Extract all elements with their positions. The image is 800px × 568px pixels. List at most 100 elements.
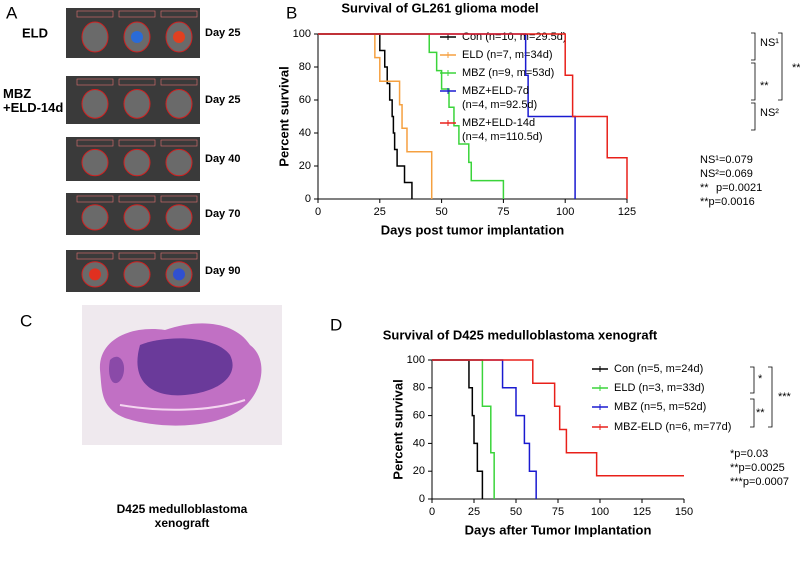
legend-label: MBZ (n=9, m=53d) <box>462 67 554 79</box>
roi-label <box>118 195 156 203</box>
annotation: **p=0.0025 <box>730 462 785 474</box>
legend-label: MBZ (n=5, m=52d) <box>614 401 706 413</box>
legend-label: Con (n=5, m=24d) <box>614 363 703 375</box>
signal <box>131 31 143 43</box>
bracket <box>751 62 756 101</box>
roi-label <box>118 10 156 18</box>
y-tick-label: 20 <box>413 465 425 477</box>
mouse-head <box>81 148 109 177</box>
mouse-head <box>123 261 151 288</box>
chart-title: Survival of D425 medulloblastoma xenogra… <box>383 327 658 342</box>
bracket-label: ** <box>756 407 765 419</box>
annotation: ** <box>700 182 709 194</box>
bracket-label: NS² <box>760 107 779 119</box>
group-label: MBZ +ELD-14d <box>3 86 63 115</box>
panel-letter: A <box>6 3 18 22</box>
legend-label: ELD (n=3, m=33d) <box>614 382 705 394</box>
roi-label <box>160 195 198 203</box>
bracket-label: * <box>758 373 763 385</box>
y-axis-label: Percent survival <box>390 379 405 479</box>
y-axis-label: Percent survival <box>276 66 291 166</box>
survival-curve <box>432 359 495 499</box>
x-tick-label: 50 <box>435 206 447 218</box>
roi-label <box>160 139 198 147</box>
mouse-head <box>81 21 109 53</box>
y-tick-label: 40 <box>299 127 311 139</box>
roi-label <box>118 78 156 86</box>
survival-curve <box>432 359 484 499</box>
y-tick-label: 60 <box>413 410 425 422</box>
day-label: Day 90 <box>205 265 240 277</box>
chart-title: Survival of GL261 glioma model <box>341 0 538 15</box>
day-label: Day 70 <box>205 208 240 220</box>
mouse-head <box>123 88 151 119</box>
y-tick-label: 60 <box>299 94 311 106</box>
survival-curve <box>432 359 537 499</box>
x-axis-label: Days post tumor implantation <box>381 222 565 237</box>
survival-curve <box>318 33 628 199</box>
panel-letter: C <box>20 311 32 330</box>
tumor <box>137 338 233 396</box>
survival-curve <box>318 33 413 199</box>
day-label: Day 25 <box>205 27 240 39</box>
panel-letter: D <box>330 315 342 334</box>
legend-label: MBZ+ELD-7d (n=4, m=92.5d) <box>462 85 537 111</box>
imaging-panel: Day 25 Day 25 Day 40 Day 70 Day 90 ELD MBZ +ELD… <box>3 8 240 292</box>
survival-curve <box>318 33 433 199</box>
x-tick-label: 125 <box>633 506 651 518</box>
x-tick-label: 0 <box>429 506 435 518</box>
bracket-label: ** <box>760 80 769 92</box>
roi-label <box>76 139 114 147</box>
signal <box>173 31 185 43</box>
legend-label: ELD (n=7, m=34d) <box>462 49 553 61</box>
annotation: ***p=0.0007 <box>730 476 789 488</box>
x-tick-label: 100 <box>591 506 609 518</box>
mouse-head <box>81 88 109 119</box>
legend-label: Con (n=10, m=29.5d) <box>462 31 567 43</box>
mouse-head <box>123 204 151 231</box>
mouse-head <box>165 148 193 177</box>
histology-panel <box>82 305 282 445</box>
day-label: Day 40 <box>205 153 240 165</box>
x-axis-label: Days after Tumor Implantation <box>465 522 652 537</box>
roi-label <box>118 252 156 260</box>
y-tick-label: 40 <box>413 437 425 449</box>
roi-label <box>160 78 198 86</box>
survival-curve <box>318 33 505 199</box>
y-tick-label: 0 <box>305 193 311 205</box>
annotation: *p=0.03 <box>730 448 768 460</box>
tissue-fold <box>119 399 246 411</box>
bracket <box>750 398 755 428</box>
bracket <box>751 32 756 61</box>
x-tick-label: 100 <box>556 206 574 218</box>
y-tick-label: 100 <box>293 28 311 40</box>
roi-label <box>76 252 114 260</box>
tissue-fold <box>109 356 125 384</box>
roi-label <box>76 78 114 86</box>
day-label: Day 25 <box>205 94 240 106</box>
x-tick-label: 25 <box>468 506 480 518</box>
signal <box>173 268 185 281</box>
x-tick-label: 125 <box>618 206 636 218</box>
annotation: NS²=0.069 <box>700 168 753 180</box>
signal <box>89 268 101 281</box>
bracket <box>750 366 755 394</box>
bracket-label: NS¹ <box>760 37 779 49</box>
annotation: **p=0.0016 <box>700 196 755 208</box>
x-tick-label: 0 <box>315 206 321 218</box>
bracket <box>778 32 783 101</box>
annotation: NS¹=0.079 <box>700 154 753 166</box>
roi-label <box>76 10 114 18</box>
y-tick-label: 20 <box>299 160 311 172</box>
mouse-head <box>123 148 151 177</box>
x-tick-label: 25 <box>374 206 386 218</box>
bracket <box>768 366 773 428</box>
y-tick-label: 80 <box>299 61 311 73</box>
annotation: p=0.0021 <box>716 182 762 194</box>
bracket <box>751 102 756 131</box>
y-tick-label: 80 <box>413 382 425 394</box>
mouse-head <box>165 204 193 231</box>
roi-label <box>76 195 114 203</box>
mouse-head <box>81 204 109 231</box>
